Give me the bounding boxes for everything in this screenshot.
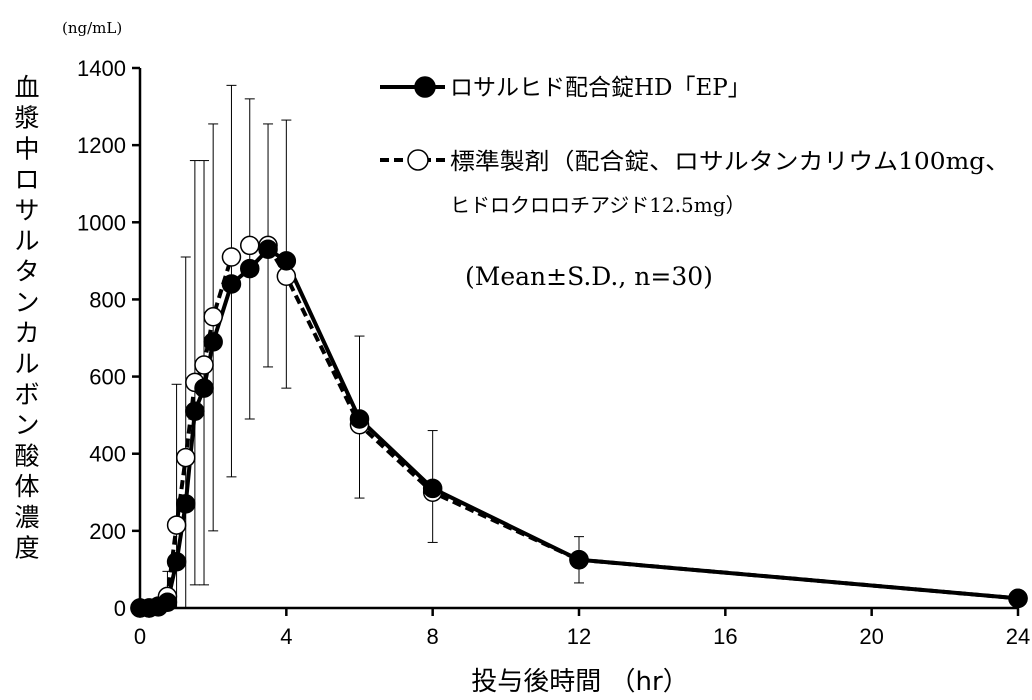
legend-label-test: ロサルヒド配合錠HD「EP」: [450, 75, 751, 101]
x-axis-title: 投与後時間 （hr）: [471, 667, 688, 697]
legend-marker-test: [414, 76, 436, 98]
x-tick-label: 8: [427, 624, 439, 649]
y-axis-title: 血漿中ロサルタンカルボン酸体濃度: [14, 73, 39, 563]
legend: ロサルヒド配合錠HD「EP」 標準製剤（配合錠、ロサルタンカリウム100mg、 …: [380, 75, 1010, 217]
legend-label-reference-line1: 標準製剤（配合錠、ロサルタンカリウム100mg、: [450, 149, 1010, 175]
data-point-test: [175, 494, 196, 514]
data-point-test: [166, 551, 187, 572]
legend-label-reference-line2: ヒドロクロロチアジド12.5mg）: [450, 193, 746, 217]
y-tick-label: 1200: [77, 133, 126, 158]
data-point-test: [1008, 588, 1028, 609]
y-tick-label: 800: [89, 287, 126, 312]
data-point-reference: [221, 247, 242, 267]
axis-ticks: 0 200 400 600 800 1000 1200 1400 0 4 8 12 16 20 24: [77, 56, 1030, 649]
data-point-test: [240, 258, 260, 279]
x-tick-label: 20: [859, 624, 883, 649]
data-point-test: [203, 332, 223, 352]
data-point-test: [258, 239, 278, 260]
data-point-test: [569, 550, 589, 570]
x-tick-label: 12: [567, 624, 591, 649]
x-tick-label: 0: [134, 624, 146, 649]
y-tick-label: 400: [89, 442, 126, 467]
data-point-test: [276, 251, 297, 271]
data-point-test: [422, 478, 443, 499]
data-point-reference: [240, 235, 260, 256]
y-tick-label: 1400: [77, 56, 126, 81]
legend-marker-reference: [407, 149, 429, 171]
x-tick-label: 24: [1006, 624, 1030, 649]
stats-annotation: (Mean±S.D., n=30): [465, 262, 713, 291]
data-point-reference: [203, 307, 223, 327]
data-point-test: [349, 409, 370, 429]
y-unit-label: (ng/mL): [62, 19, 122, 37]
data-point-reference: [175, 447, 196, 468]
data-point-test: [194, 378, 214, 398]
x-tick-label: 16: [713, 624, 737, 649]
y-tick-label: 200: [89, 519, 126, 544]
y-tick-label: 0: [114, 596, 126, 621]
data-point-test: [221, 274, 242, 294]
y-tick-label: 1000: [77, 210, 126, 235]
x-tick-label: 4: [280, 624, 292, 649]
series-markers: [130, 235, 1028, 618]
data-point-test: [185, 401, 205, 422]
data-point-test: [157, 592, 178, 612]
data-point-reference: [194, 355, 214, 375]
data-point-reference: [166, 515, 187, 535]
y-tick-label: 600: [89, 365, 126, 390]
